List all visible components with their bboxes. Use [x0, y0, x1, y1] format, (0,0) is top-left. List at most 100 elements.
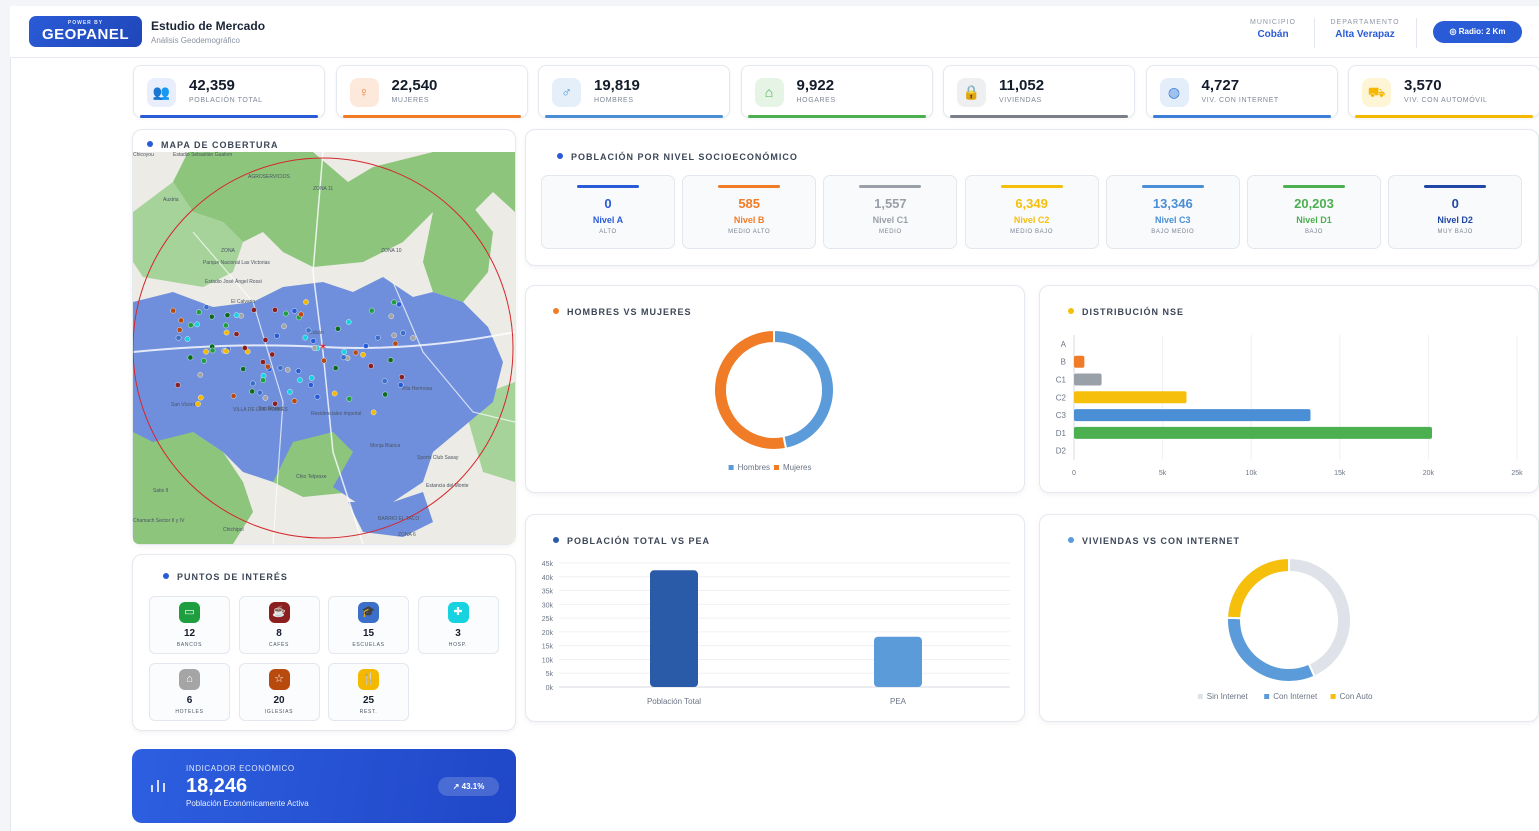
- poi-marker: [184, 336, 191, 342]
- poi-marker: [382, 391, 388, 398]
- stat-card[interactable]: 👥 42,359 POBLACIÓN TOTAL: [133, 65, 325, 118]
- stat-label: VIV. CON AUTOMÓVIL: [1404, 97, 1488, 104]
- poi-marker: [368, 363, 374, 369]
- hotel-icon: ⌂: [179, 669, 200, 690]
- poi-card[interactable]: ▭ 12 BANCOS: [149, 596, 230, 654]
- internet-chart-panel: [1039, 514, 1539, 722]
- stat-label: VIVIENDAS: [999, 97, 1042, 104]
- poi-card[interactable]: ✚ 3 HOSP.: [417, 596, 499, 654]
- nse-level-card[interactable]: 13,346 Nivel C3 BAJO MEDIO: [1105, 175, 1240, 249]
- nse-value: 0: [604, 196, 612, 211]
- title-dot: [553, 537, 559, 543]
- pea-bar: [650, 570, 698, 687]
- legend-label: Mujeres: [783, 463, 811, 472]
- nse-level-card[interactable]: 585 Nivel B MEDIO ALTO: [682, 175, 817, 249]
- y-tick-label: B: [1061, 358, 1066, 367]
- poi-marker: [170, 307, 177, 314]
- map-place-label: Residenciales Imperial: [311, 411, 362, 417]
- poi-marker: [311, 345, 318, 351]
- map-place-label: Sports Club Sasay: [417, 455, 459, 461]
- nse-chart-title: DISTRIBUCIÓN NSE: [1068, 307, 1184, 317]
- poi-markers: ✶: [170, 299, 416, 416]
- econ-percent-badge: ↗ 43.1%: [438, 777, 499, 796]
- map-place-label: AGROSERVICIOS: [248, 174, 290, 180]
- stat-card[interactable]: ⛟ 3,570 VIV. CON AUTOMÓVIL: [1348, 65, 1539, 118]
- poi-marker: [230, 393, 237, 399]
- nse-level-card[interactable]: 0 Nivel D2 MUY BAJO: [1388, 175, 1523, 249]
- header-divider: [1314, 18, 1315, 48]
- radius-button[interactable]: ◎ Radio: 2 Km: [1433, 21, 1522, 43]
- stat-card[interactable]: 🔒 11,052 VIVIENDAS: [943, 65, 1135, 118]
- home-icon: ⌂: [754, 78, 784, 107]
- donut-slice: [773, 328, 835, 450]
- x-tick-label: Población Total: [647, 697, 701, 706]
- stat-label: MUJERES: [391, 97, 430, 104]
- stat-value: 3,570: [1404, 77, 1442, 94]
- poi-marker: [242, 345, 248, 351]
- y-tick-label: 10k: [542, 657, 554, 664]
- x-tick-label: 10k: [1246, 470, 1258, 477]
- poi-marker: [331, 390, 338, 397]
- hospital-icon: ✚: [447, 602, 469, 623]
- nse-sub: MEDIO BAJO: [1010, 229, 1054, 235]
- poi-marker: [209, 347, 216, 354]
- departamento-label: DEPARTAMENTO: [1330, 19, 1400, 26]
- stat-card[interactable]: ⌂ 9,922 HOGARES: [740, 65, 933, 118]
- poi-card[interactable]: ☕ 8 CAFÉS: [238, 596, 320, 654]
- municipio-label: MUNICIPIO: [1250, 19, 1296, 26]
- y-tick-label: 20k: [542, 630, 554, 637]
- stat-label: HOMBRES: [594, 97, 634, 104]
- poi-marker: [363, 343, 369, 349]
- nse-accent-bar: [577, 185, 639, 188]
- poi-marker: [233, 312, 240, 318]
- poi-marker: [341, 349, 348, 355]
- y-tick-label: 15k: [542, 644, 554, 651]
- y-tick-label: 30k: [542, 602, 554, 609]
- coverage-map[interactable]: Chicoyou Estadio Sebastián Gualom AGROSERV…: [133, 152, 515, 544]
- nse-bar-chart: 0 5k 10k 15k 20k 25k AB C1 C2 C3 D1 D2: [1056, 335, 1523, 477]
- nse-name: Nivel D1: [1296, 215, 1332, 225]
- nse-accent-bar: [1000, 185, 1063, 188]
- poi-count: 3: [455, 628, 461, 639]
- stat-card[interactable]: ◍ 4,727 VIV. CON INTERNET: [1145, 65, 1338, 118]
- poi-marker: [399, 374, 405, 380]
- stat-card[interactable]: ♂ 19,819 HOMBRES: [538, 65, 730, 118]
- poi-card[interactable]: 🎓 15 ESCUELAS: [328, 596, 409, 654]
- stat-label: HOGARES: [796, 97, 836, 104]
- stat-accent-bar: [747, 115, 926, 118]
- poi-label: HOSP.: [448, 642, 468, 648]
- nse-panel-title-text: POBLACIÓN POR NIVEL SOCIOECONÓMICO: [571, 152, 798, 162]
- poi-marker: [223, 348, 230, 355]
- poi-card[interactable]: 🍴 25 REST.: [328, 663, 409, 721]
- nse-level-card[interactable]: 0 Nivel A ALTO: [541, 175, 675, 249]
- poi-marker: [274, 332, 280, 339]
- poi-marker: [308, 375, 315, 381]
- stat-card[interactable]: ♀ 22,540 MUJERES: [335, 65, 528, 118]
- map-place-label: San Rafael: [258, 406, 283, 412]
- geopanel-logo[interactable]: POWER BY GEOPANEL: [29, 16, 142, 47]
- nse-bar: [1074, 391, 1187, 404]
- nse-sub: ALTO: [599, 229, 617, 235]
- nse-level-card[interactable]: 20,203 Nivel D1 BAJO: [1247, 175, 1381, 249]
- map-place-label: ZONA: [221, 248, 235, 254]
- poi-card[interactable]: ⌂ 6 HOTELES: [149, 663, 230, 721]
- departamento-value: Alta Verapaz: [1335, 29, 1395, 40]
- y-tick-label: D2: [1056, 447, 1067, 456]
- legend-swatch: [1330, 694, 1336, 699]
- poi-card[interactable]: ☆ 20 IGLESIAS: [238, 663, 320, 721]
- nse-accent-bar: [1141, 185, 1204, 188]
- map-place-label: Monja Blanca: [370, 443, 401, 449]
- poi-marker: [260, 359, 266, 365]
- coffee-icon: ☕: [268, 602, 290, 623]
- nse-sub: BAJO: [1304, 229, 1324, 235]
- poi-marker: [260, 377, 266, 384]
- poi-marker: [370, 409, 377, 416]
- nse-level-card[interactable]: 6,349 Nivel C2 MEDIO BAJO: [964, 175, 1099, 249]
- poi-marker: [310, 338, 317, 344]
- poi-marker: [381, 378, 388, 384]
- stat-label: POBLACIÓN TOTAL: [189, 97, 263, 104]
- nse-level-card[interactable]: 1,557 Nivel C1 MEDIO: [823, 175, 958, 249]
- stat-accent-bar: [342, 115, 521, 118]
- poi-marker: [291, 308, 298, 314]
- poi-marker: [249, 380, 256, 387]
